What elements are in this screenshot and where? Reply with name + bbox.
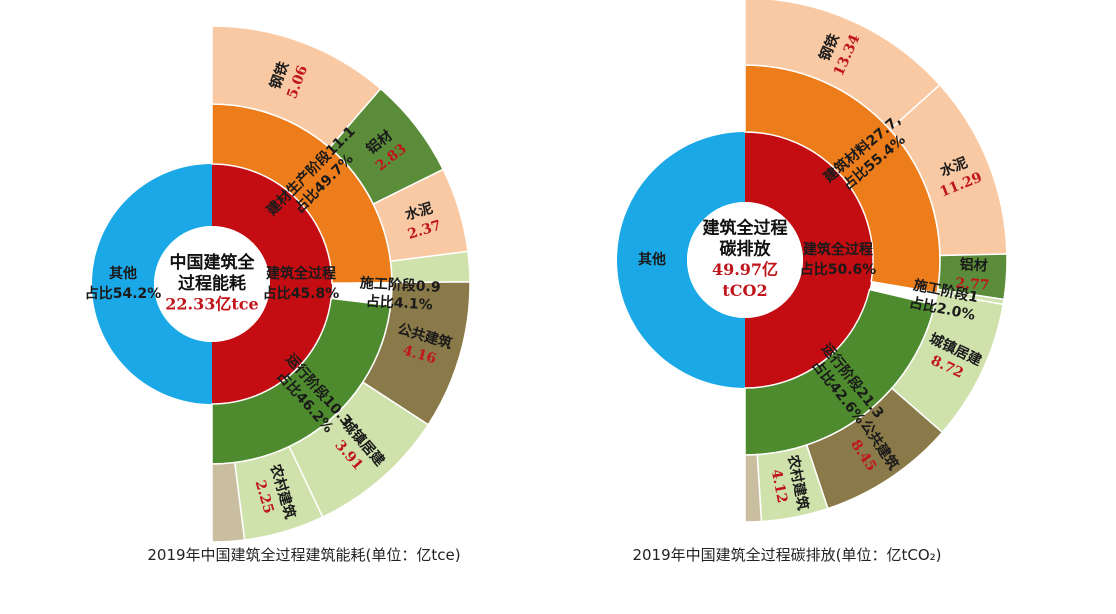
detail-value: 4.12: [768, 468, 790, 505]
center-title-line2: 过程能耗: [178, 273, 246, 294]
center-title-line1: 中国建筑全: [170, 252, 256, 273]
center-total-value: 22.33亿tce: [165, 295, 258, 314]
other-share-arc: [92, 164, 212, 404]
other-label: 其他: [638, 251, 666, 268]
whole-process-name: 建筑全过程: [803, 241, 873, 258]
center-circle: [687, 202, 803, 318]
whole-process-share: 占比50.6%: [800, 261, 877, 278]
center-total-unit: tCO2: [722, 281, 767, 300]
detail-label: 铝材2.77: [955, 256, 990, 294]
detail-value: 2.77: [955, 276, 990, 294]
detail-name: 铝材: [959, 256, 988, 275]
other-name: 其他: [109, 265, 137, 282]
center-title-line2: 碳排放: [720, 239, 772, 260]
other-name: 其他: [638, 251, 666, 268]
whole-process-arc: [745, 132, 873, 388]
detail-label: 水泥2.37: [403, 199, 443, 242]
whole-process-name: 建筑全过程: [266, 265, 336, 282]
whole-process-share: 占比45.8%: [263, 285, 340, 302]
other-share: 占比54.2%: [85, 285, 162, 302]
center-total-value: 49.97亿: [712, 260, 778, 279]
center-title-line1: 建筑全过程: [703, 218, 788, 239]
center-circle: [154, 226, 270, 342]
energy-sunburst-chart: 钢铁5.06铝材2.83水泥2.37公共建筑4.16城镇居建3.91农村建筑2.…: [85, 25, 471, 543]
stage-name: 施工阶段0.9: [359, 274, 441, 296]
other-share-arc: [617, 132, 745, 388]
detail-arc: [744, 453, 763, 523]
energy-chart-title: 2019年中国建筑全过程建筑能耗(单位：亿tce): [147, 546, 460, 564]
carbon-chart-title: 2019年中国建筑全过程碳排放(单位：亿tCO₂): [632, 546, 941, 564]
detail-arc: [211, 461, 246, 543]
whole-process-arc: [212, 164, 332, 404]
stage-share: 占比4.1%: [365, 293, 433, 314]
carbon-sunburst-chart: 钢铁13.34水泥11.29铝材2.77城镇居建8.72公共建筑8.45农村建筑…: [617, 0, 1008, 523]
